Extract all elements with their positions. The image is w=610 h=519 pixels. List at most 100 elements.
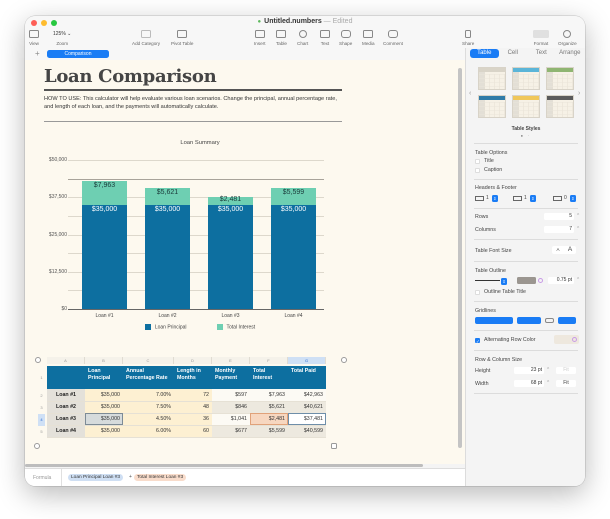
footer-rows-menu[interactable]: 0 ⇕ [553, 194, 576, 202]
zoom-menu[interactable]: 125% ⌄ Zoom [53, 31, 72, 46]
add-column-handle[interactable] [341, 357, 347, 363]
bar-total-interest[interactable] [82, 180, 127, 205]
page-dots[interactable]: ● · [520, 133, 532, 138]
row-label-cell[interactable]: Loan #4 [47, 425, 85, 438]
column-header-c[interactable]: C [123, 357, 174, 364]
alternating-color-well[interactable] [554, 335, 579, 344]
fit-height-button[interactable]: Fit [556, 367, 576, 374]
minimize-window-button[interactable] [41, 20, 47, 26]
close-window-button[interactable] [31, 20, 37, 26]
row-header-1[interactable]: 1 [40, 375, 43, 380]
rows-input[interactable]: 5 [544, 213, 574, 220]
caption-checkbox[interactable] [475, 168, 480, 173]
bar-total-interest[interactable] [208, 197, 253, 205]
chart-button[interactable]: Chart [297, 30, 308, 46]
gridlines-horizontal-button[interactable] [475, 317, 513, 324]
table-cell[interactable]: $846 [212, 401, 250, 414]
outline-width-input[interactable]: 0.75 pt [548, 277, 574, 284]
table-cell[interactable]: 7.50% [123, 401, 174, 414]
chevron-left-icon[interactable]: ‹ [469, 90, 472, 97]
table-cell[interactable]: $37,481 [288, 413, 326, 426]
table-style-thumbnail[interactable] [478, 67, 506, 90]
shape-button[interactable]: Shape [339, 30, 352, 46]
column-heading[interactable]: Monthly Payment [212, 366, 250, 389]
inspector-tab-cell[interactable]: Cell [507, 50, 518, 56]
column-heading[interactable]: Loan Principal [85, 366, 123, 389]
table-style-thumbnail[interactable] [478, 95, 506, 118]
column-header-b[interactable]: B [85, 357, 123, 364]
outline-color-well[interactable] [517, 277, 536, 284]
table-select-handle[interactable] [35, 357, 41, 363]
bar-total-interest[interactable] [271, 188, 316, 205]
inspector-tab-text[interactable]: Text [535, 50, 547, 56]
bar-loan-principal[interactable] [208, 204, 253, 309]
rows-stepper[interactable]: ⌃ [576, 213, 581, 219]
add-sheet-button[interactable]: + [35, 49, 40, 58]
outline-line-style[interactable] [475, 280, 500, 281]
columns-stepper[interactable]: ⌃ [576, 226, 581, 232]
add-category-button[interactable]: Add Category [132, 30, 160, 46]
color-wheel-icon[interactable] [572, 337, 577, 342]
fit-width-button[interactable]: Fit [556, 380, 576, 387]
row-height-input[interactable]: 23 pt [514, 367, 544, 374]
text-button[interactable]: Text [320, 30, 330, 46]
formula-token-interest[interactable]: Total Interest Loan #3 [134, 474, 187, 481]
table-cell[interactable]: 6.00% [123, 425, 174, 438]
gridlines-body-button[interactable] [545, 318, 554, 323]
table-cell[interactable]: $1,041 [212, 413, 250, 426]
table-cell[interactable]: $35,000 [85, 413, 123, 426]
decrease-font-button[interactable]: A [556, 247, 560, 252]
table-cell[interactable]: $35,000 [85, 401, 123, 414]
bar-group[interactable]: $5,599 $35,000 [271, 188, 316, 309]
table-cell[interactable]: $42,963 [288, 389, 326, 402]
row-header-2[interactable]: 2 [40, 393, 43, 398]
gridlines-header-button[interactable] [517, 317, 541, 324]
media-button[interactable]: Media [362, 30, 375, 46]
table-button[interactable]: Table [276, 30, 287, 46]
outline-table-title-checkbox[interactable] [475, 290, 480, 295]
share-button[interactable]: Share [462, 30, 474, 46]
column-header-a[interactable]: A [47, 357, 85, 364]
title-checkbox[interactable] [475, 159, 480, 164]
header-rows-menu[interactable]: 1 ⇕ [475, 194, 498, 202]
table-cell[interactable]: 72 [174, 389, 212, 402]
column-header-g[interactable]: G [288, 357, 326, 364]
loan-table[interactable]: Loan Principal Annual Percentage Rate Length… [47, 366, 326, 438]
table-cell[interactable]: $40,599 [288, 425, 326, 438]
loan-summary-chart[interactable]: $0 $12,500 $25,000 $37,500 $50,000 $7,963 $35,… [25, 152, 375, 342]
bar-total-interest[interactable] [145, 187, 190, 205]
inspector-tab-table[interactable]: Table [470, 49, 499, 58]
row-header-3[interactable]: 3 [40, 405, 43, 410]
table-cell[interactable]: $677 [212, 425, 250, 438]
alternating-row-color-checkbox[interactable]: ✓ [475, 338, 480, 344]
column-heading[interactable]: Total Interest [250, 366, 288, 389]
formula-token-principal[interactable]: Loan Principal Loan #3 [68, 474, 124, 481]
table-cell[interactable]: $40,621 [288, 401, 326, 414]
table-style-thumbnail[interactable] [546, 95, 574, 118]
table-cell[interactable]: $5,621 [250, 401, 288, 414]
bar-loan-principal[interactable] [145, 204, 190, 309]
table-cell[interactable]: 60 [174, 425, 212, 438]
table-cell[interactable]: $35,000 [85, 425, 123, 438]
outline-width-stepper[interactable]: ⌃ [576, 277, 581, 283]
table-style-thumbnail[interactable] [512, 67, 540, 90]
formula-bar[interactable]: Formula Loan Principal Loan #3 + Total I… [25, 468, 465, 486]
row-label-cell[interactable]: Loan #1 [47, 389, 85, 402]
bar-group[interactable]: $2,481 $35,000 [208, 196, 253, 309]
sheet-canvas[interactable]: Loan Comparison HOW TO USE: This calcula… [25, 60, 465, 464]
zoom-window-button[interactable] [51, 20, 57, 26]
vertical-scrollbar[interactable] [458, 68, 462, 448]
table-style-thumbnail[interactable] [512, 95, 540, 118]
table-cell[interactable]: 36 [174, 413, 212, 426]
horizontal-scrollbar[interactable] [25, 464, 423, 467]
columns-input[interactable]: 7 [544, 226, 574, 233]
gridlines-footer-button[interactable] [558, 317, 576, 324]
column-heading[interactable] [47, 366, 85, 389]
resize-table-handle[interactable] [331, 443, 337, 449]
pivot-table-button[interactable]: Pivot Table [171, 30, 193, 46]
bar-group[interactable]: $7,963 $35,000 [82, 180, 127, 309]
table-cell[interactable]: $2,481 [250, 413, 288, 426]
column-header-e[interactable]: E [212, 357, 250, 364]
bar-loan-principal[interactable] [271, 204, 316, 309]
column-heading[interactable]: Total Paid [288, 366, 326, 389]
